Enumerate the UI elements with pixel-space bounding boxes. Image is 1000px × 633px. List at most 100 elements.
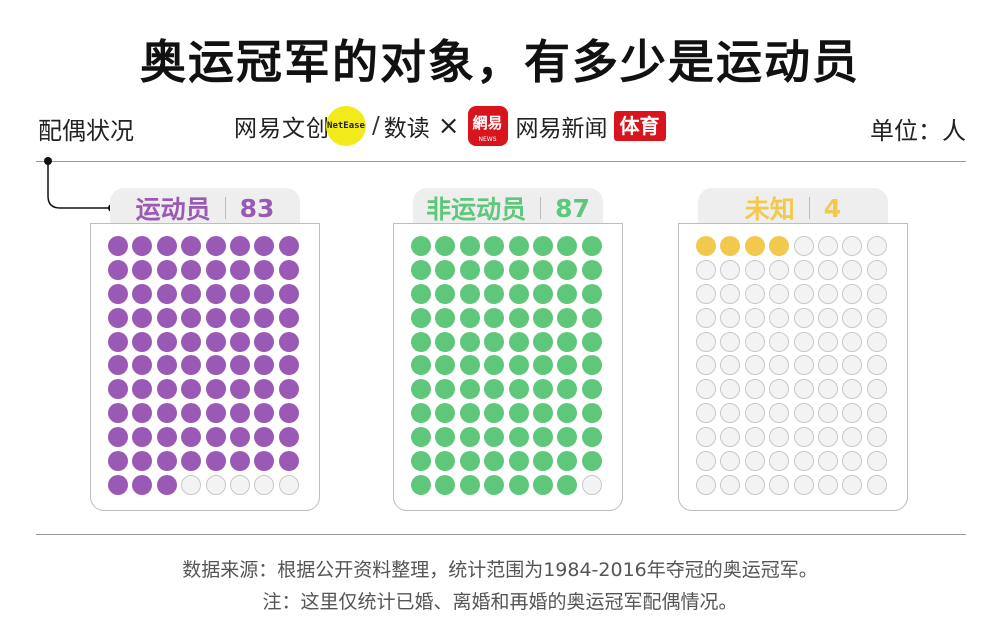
non-athlete-filled-dot [581,427,602,448]
non-athlete-filled-dot [459,379,480,400]
athlete-filled-dot [278,283,299,304]
non-athlete-filled-dot [532,331,553,352]
athlete-filled-dot [205,379,226,400]
unknown-empty-dot [866,379,887,400]
athlete-filled-dot [132,474,153,495]
unknown-empty-dot [744,427,765,448]
unknown-empty-dot [817,259,838,280]
athlete-filled-dot [156,403,177,424]
athlete-filled-dot [108,355,128,376]
athlete-filled-dot [132,331,153,352]
unknown-empty-dot [842,283,863,304]
non-athlete-filled-dot [459,331,480,352]
athlete-filled-dot [278,403,299,424]
unknown-empty-dot [744,331,765,352]
unknown-empty-dot [720,403,741,424]
unknown-empty-dot [793,451,814,472]
netease-news-logo: 网易新闻 [515,116,608,142]
athlete-filled-dot [254,236,275,256]
non-athlete-filled-dot [557,427,578,448]
unknown-empty-dot [793,474,814,495]
unknown-empty-dot [769,307,790,328]
bottom-divider [36,534,966,535]
non-athlete-filled-dot [411,331,431,352]
non-athlete-filled-dot [459,307,480,328]
non-athlete-tab: 非运动员 87 [413,188,603,228]
unknown-empty-dot [817,283,838,304]
athlete-filled-dot [205,331,226,352]
unknown-empty-dot [769,403,790,424]
unknown-empty-dot [793,355,814,376]
non-athlete-filled-dot [484,403,505,424]
unknown-empty-dot [769,474,790,495]
non-athlete-filled-dot [411,355,431,376]
non-athlete-filled-dot [508,427,529,448]
unknown-empty-dot [842,236,863,256]
athlete-filled-dot [108,403,128,424]
unknown-count: 4 [823,193,842,223]
logo-bar: 网易文创 NetEase / 数读 × 網易 NEWS 网易新闻 体育 [234,106,666,146]
unknown-empty-dot [842,451,863,472]
athlete-empty-dot [205,474,226,495]
non-athlete-filled-dot [411,403,431,424]
unknown-empty-dot [866,331,887,352]
wangyi-wenchuang-logo: 网易文创 [234,116,330,142]
unknown-empty-dot [842,307,863,328]
unknown-empty-dot [817,307,838,328]
non-athlete-filled-dot [532,307,553,328]
non-athlete-filled-dot [411,236,431,256]
non-athlete-filled-dot [557,307,578,328]
unknown-empty-dot [817,331,838,352]
non-athlete-filled-dot [532,236,553,256]
athlete-filled-dot [229,403,250,424]
unknown-filled-dot [744,236,765,256]
unknown-empty-dot [696,355,716,376]
athlete-filled-dot [205,403,226,424]
unknown-empty-dot [842,379,863,400]
athlete-filled-dot [181,259,202,280]
non-athlete-filled-dot [508,355,529,376]
non-athlete-filled-dot [459,474,480,495]
athlete-filled-dot [229,283,250,304]
athlete-filled-dot [278,427,299,448]
athlete-filled-dot [108,283,128,304]
athlete-filled-dot [132,403,153,424]
athlete-filled-dot [132,283,153,304]
unknown-filled-dot [720,236,741,256]
athlete-filled-dot [181,236,202,256]
non-athlete-filled-dot [435,451,456,472]
non-athlete-filled-dot [557,379,578,400]
athlete-empty-dot [229,474,250,495]
non-athlete-filled-dot [411,474,431,495]
non-athlete-filled-dot [484,283,505,304]
athlete-filled-dot [156,451,177,472]
non-athlete-filled-dot [411,307,431,328]
non-athlete-filled-dot [557,474,578,495]
tab-separator [808,197,810,219]
athlete-filled-dot [278,379,299,400]
non-athlete-filled-dot [532,427,553,448]
athlete-filled-dot [278,355,299,376]
athlete-filled-dot [205,355,226,376]
non-athlete-filled-dot [435,474,456,495]
athlete-filled-dot [229,379,250,400]
unknown-empty-dot [769,379,790,400]
non-athlete-filled-dot [435,331,456,352]
unknown-empty-dot [866,307,887,328]
non-athlete-filled-dot [532,355,553,376]
athlete-filled-dot [278,451,299,472]
non-athlete-filled-dot [435,379,456,400]
non-athlete-filled-dot [435,355,456,376]
athlete-filled-dot [229,331,250,352]
unknown-empty-dot [696,331,716,352]
athlete-filled-dot [181,403,202,424]
unknown-tab: 未知 4 [698,188,888,228]
athlete-filled-dot [205,427,226,448]
netease-mark-sub: NEWS [478,136,497,143]
athlete-filled-dot [229,451,250,472]
non-athlete-filled-dot [581,307,602,328]
unknown-empty-dot [842,427,863,448]
non-athlete-filled-dot [459,283,480,304]
athlete-filled-dot [108,331,128,352]
athlete-filled-dot [229,355,250,376]
